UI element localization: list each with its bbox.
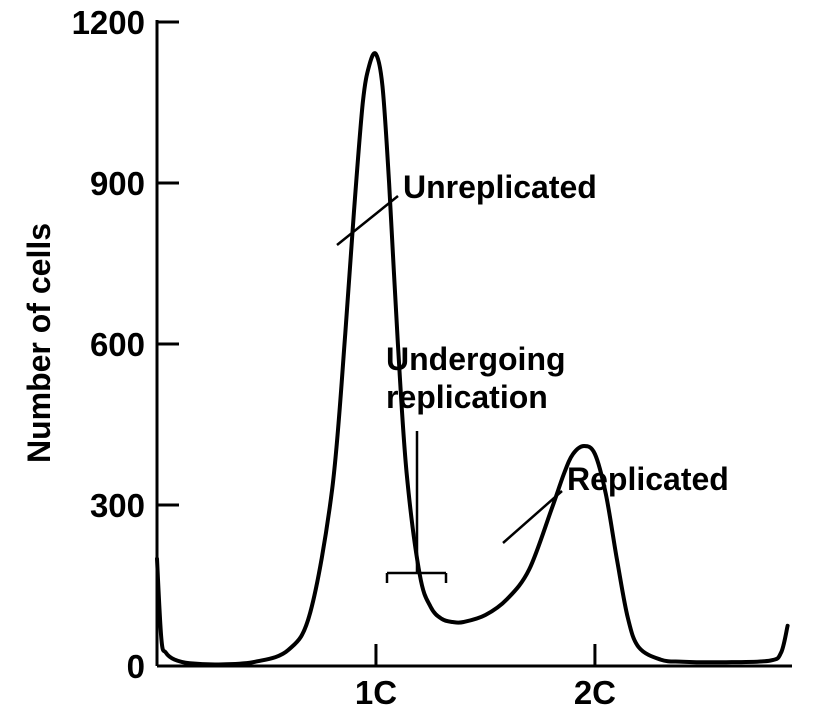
y-ticks: 0 300 600 900 1200 <box>72 4 179 685</box>
y-axis-title: Number of cells <box>21 223 57 463</box>
y-tick-label: 1200 <box>72 4 145 41</box>
annotation-undergoing-line2: replication <box>386 379 548 415</box>
annotation-replicated-label: Replicated <box>567 461 729 497</box>
y-tick-label: 900 <box>90 165 145 202</box>
series-curve <box>155 51 790 667</box>
annotation-unreplicated-leader <box>336 195 399 246</box>
y-tick-label: 300 <box>90 487 145 524</box>
y-tick-label: 0 <box>127 648 145 685</box>
annotation-undergoing-line1: Undergoing <box>386 341 566 377</box>
x-tick-label: 2C <box>574 674 616 711</box>
annotation-unreplicated: Unreplicated <box>336 169 597 246</box>
x-tick-label: 1C <box>355 674 397 711</box>
annotation-unreplicated-label: Unreplicated <box>403 169 597 205</box>
annotation-undergoing-replication: Undergoing replication <box>385 341 566 583</box>
y-tick-label: 600 <box>90 326 145 363</box>
annotation-replicated: Replicated <box>502 461 729 544</box>
annotation-replicated-leader <box>502 490 563 544</box>
x-ticks: 1C 2C <box>355 644 616 711</box>
